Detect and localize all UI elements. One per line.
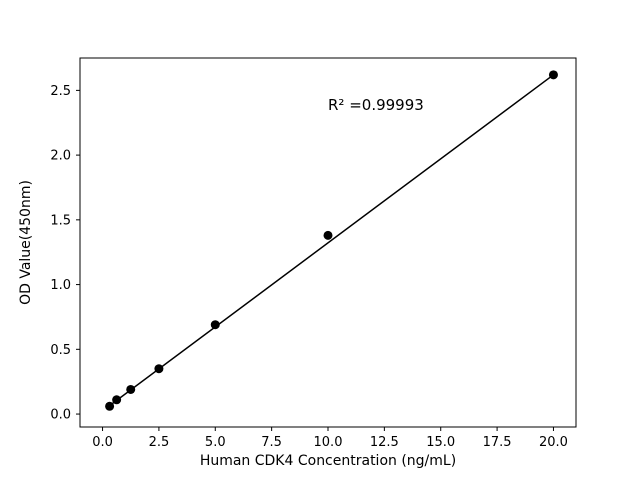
y-tick-label: 0.5 [50, 343, 71, 358]
data-point [154, 364, 164, 374]
data-point [548, 70, 558, 80]
x-tick-label: 7.5 [261, 435, 282, 450]
y-tick-label: 0.0 [50, 408, 71, 423]
x-tick-label: 12.5 [370, 435, 399, 450]
x-tick-label: 5.0 [205, 435, 226, 450]
data-point [105, 401, 115, 411]
x-tick-label: 20.0 [539, 435, 568, 450]
data-point [126, 384, 136, 394]
x-tick-label: 2.5 [149, 435, 170, 450]
y-tick-label: 2.5 [50, 84, 71, 99]
r-squared-annotation: R² =0.99993 [328, 96, 424, 114]
y-tick-label: 1.5 [50, 213, 71, 228]
x-tick-label: 0.0 [92, 435, 113, 450]
x-tick-label: 17.5 [483, 435, 512, 450]
data-point [112, 395, 122, 405]
data-point [210, 320, 220, 330]
x-tick-label: 10.0 [314, 435, 343, 450]
fit-line [109, 74, 554, 407]
y-tick-label: 2.0 [50, 149, 71, 164]
y-tick-label: 1.0 [50, 278, 71, 293]
data-point [323, 230, 333, 240]
y-axis-label: OD Value(450nm) [18, 180, 34, 305]
x-tick-label: 15.0 [426, 435, 455, 450]
x-axis-label: Human CDK4 Concentration (ng/mL) [200, 453, 456, 469]
